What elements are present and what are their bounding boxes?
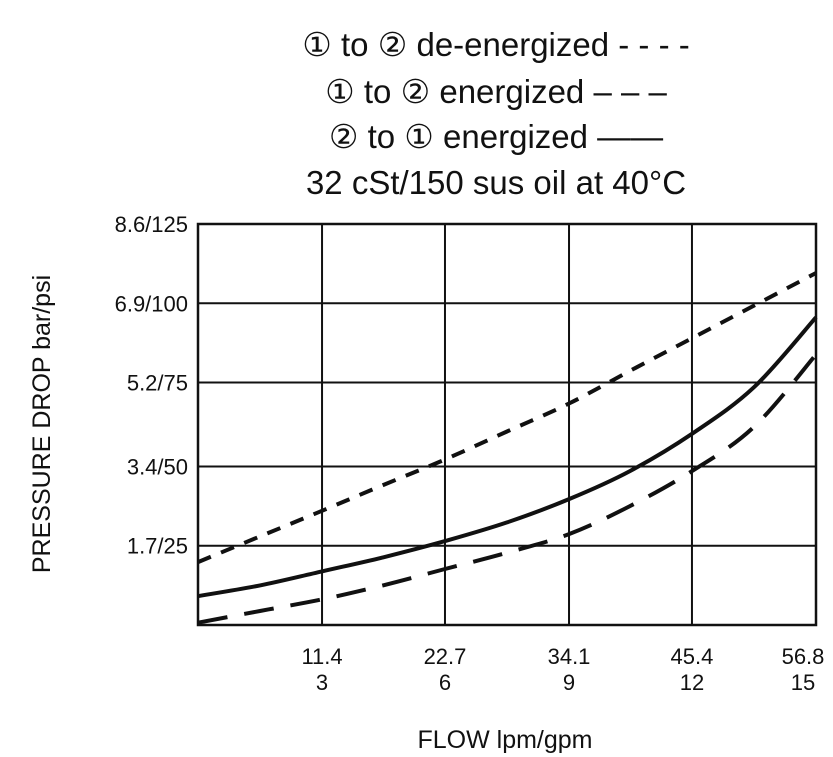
x-tick-label-gpm: 6: [439, 670, 451, 695]
y-tick-labels: 1.7/25 3.4/50 5.2/75 6.9/100 8.6/125: [115, 212, 188, 559]
legend-line-2: ① to ② energized – – –: [325, 73, 667, 110]
legend-line-3: ② to ① energized ——: [329, 118, 663, 155]
x-tick-label-gpm: 12: [680, 670, 704, 695]
y-tick-label: 8.6/125: [115, 212, 188, 237]
chart-legend: ① to ② de-energized - - - - ① to ② energ…: [302, 26, 689, 201]
y-axis-title: PRESSURE DROP bar/psi: [28, 275, 56, 573]
x-tick-label-lpm: 45.4: [671, 644, 714, 669]
y-tick-label: 1.7/25: [127, 534, 188, 559]
y-tick-label: 5.2/75: [127, 371, 188, 396]
x-tick-label-gpm: 9: [563, 670, 575, 695]
legend-line-1: ① to ② de-energized - - - -: [302, 26, 689, 63]
x-axis-title: FLOW lpm/gpm: [417, 726, 592, 754]
x-tick-label-lpm: 34.1: [548, 644, 591, 669]
series-line-de-energized: [197, 271, 817, 564]
y-tick-label: 6.9/100: [115, 291, 188, 316]
y-tick-label: 3.4/50: [127, 454, 188, 479]
x-tick-label-gpm: 15: [791, 670, 815, 695]
series-line-energized-2-to-1: [197, 315, 818, 599]
series-line-energized-1-to-2: [197, 353, 818, 625]
x-tick-label-gpm: 3: [316, 670, 328, 695]
x-tick-label-lpm: 22.7: [424, 644, 467, 669]
data-series: [197, 271, 818, 625]
x-tick-labels: 11.43 22.76 34.19 45.412 56.815: [301, 644, 824, 695]
x-tick-label-lpm: 56.8: [782, 644, 825, 669]
chart-subtitle: 32 cSt/150 sus oil at 40°C: [306, 164, 686, 201]
plot-frame: [196, 222, 818, 627]
grid-lines: [198, 224, 816, 625]
x-tick-label-lpm: 11.4: [301, 644, 342, 669]
